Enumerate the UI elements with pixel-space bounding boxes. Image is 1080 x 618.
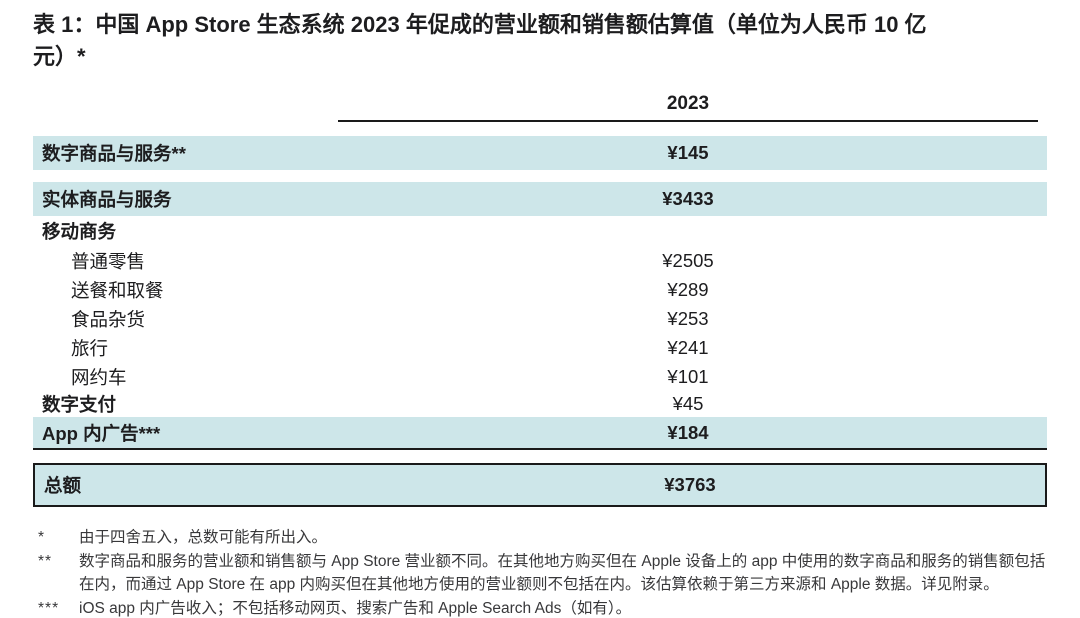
footnote-in-app-ads: *** iOS app 内广告收入；不包括移动网页、搜索广告和 Apple Se…	[33, 597, 1047, 618]
row-label: 食品杂货	[71, 308, 146, 330]
table-row-mobile-commerce: 移动商务	[33, 216, 1047, 246]
footnote-marker: ***	[38, 599, 60, 617]
row-label: 普通零售	[71, 250, 146, 272]
footnote-marker: **	[38, 552, 53, 570]
row-label: 数字商品与服务**	[42, 143, 186, 164]
row-value: ¥289	[667, 278, 709, 300]
row-value: ¥253	[667, 307, 709, 329]
row-value: ¥101	[667, 365, 709, 387]
row-label: 旅行	[71, 337, 109, 359]
table-title: 表 1：中国 App Store 生态系统 2023 年促成的营业额和销售额估算…	[33, 9, 1047, 73]
data-table: 2023 数字商品与服务** ¥145 实体商品与服务 ¥3433 移动商务 普…	[33, 93, 1047, 507]
table-row-total: 总额 ¥3763	[33, 463, 1047, 507]
table-row-physical-goods: 实体商品与服务 ¥3433	[33, 182, 1047, 216]
table-title-line1: 表 1：中国 App Store 生态系统 2023 年促成的营业额和销售额估算…	[33, 12, 927, 37]
row-label: 网约车	[71, 366, 127, 388]
footnote-text: 数字商品和服务的营业额和销售额与 App Store 营业额不同。在其他地方购买…	[79, 552, 1046, 594]
row-value: ¥3433	[662, 188, 714, 209]
row-value: ¥45	[672, 393, 704, 414]
table-row-groceries: 食品杂货 ¥253	[33, 304, 1047, 333]
row-label: App 内广告***	[42, 422, 161, 444]
footnote-text: 由于四舍五入，总数可能有所出入。	[79, 529, 328, 546]
footnotes: * 由于四舍五入，总数可能有所出入。 ** 数字商品和服务的营业额和销售额与 A…	[33, 526, 1047, 618]
footnote-digital-goods: ** 数字商品和服务的营业额和销售额与 App Store 营业额不同。在其他地…	[33, 550, 1047, 597]
footnote-marker: *	[38, 529, 46, 546]
table-title-line2: 元）*	[33, 44, 86, 69]
row-value: ¥2505	[662, 249, 714, 271]
table-row-travel: 旅行 ¥241	[33, 333, 1047, 362]
table-row-digital-goods: 数字商品与服务** ¥145	[33, 136, 1047, 170]
table-row-ride-hailing: 网约车 ¥101	[33, 362, 1047, 391]
row-label: 实体商品与服务	[42, 189, 172, 210]
footnote-rounding: * 由于四舍五入，总数可能有所出入。	[33, 526, 1047, 550]
table-row-food-delivery: 送餐和取餐 ¥289	[33, 275, 1047, 304]
row-value: ¥241	[667, 336, 709, 358]
table-row-in-app-ads: App 内广告*** ¥184	[33, 417, 1047, 450]
table-row-general-retail: 普通零售 ¥2505	[33, 246, 1047, 275]
table-row-digital-payments: 数字支付 ¥45	[33, 391, 1047, 417]
table-header-row: 2023	[33, 93, 1047, 123]
total-value: ¥3763	[664, 474, 716, 495]
row-label: 送餐和取餐	[71, 279, 164, 301]
row-value: ¥184	[667, 421, 709, 443]
row-label: 数字支付	[42, 394, 117, 415]
row-label: 移动商务	[42, 221, 117, 242]
footnote-text: iOS app 内广告收入；不包括移动网页、搜索广告和 Apple Search…	[79, 599, 632, 617]
total-label: 总额	[44, 475, 82, 496]
row-value: ¥145	[667, 142, 709, 163]
year-column-header: 2023	[338, 93, 1038, 122]
